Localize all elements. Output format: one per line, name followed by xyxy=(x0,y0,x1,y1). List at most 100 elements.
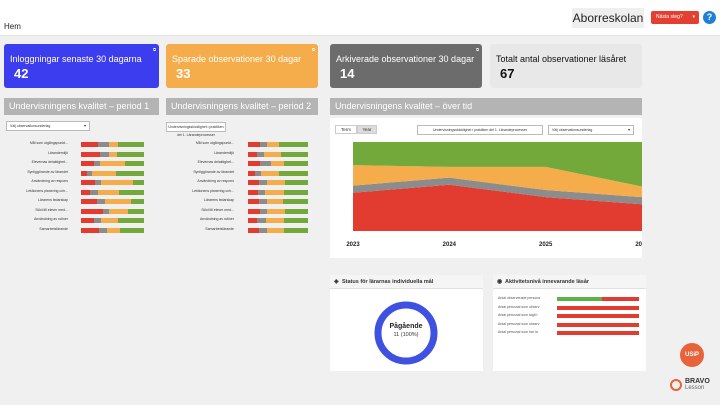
period1-select[interactable]: Välj observationsunderlag ▾ xyxy=(6,121,90,131)
row-label: Lärandemiljö xyxy=(213,150,234,155)
bar-segment xyxy=(98,142,110,147)
card-label: Sparade observationer 30 dagar xyxy=(172,54,302,64)
bar-segment xyxy=(81,199,97,204)
row-bar[interactable] xyxy=(81,170,144,176)
row-bar[interactable] xyxy=(248,151,308,157)
row-bar[interactable] xyxy=(248,142,308,147)
row-bar[interactable] xyxy=(81,189,144,195)
row-bar[interactable] xyxy=(81,180,144,185)
bar-segment xyxy=(282,199,308,204)
activity-bar[interactable] xyxy=(557,314,639,318)
row-bar[interactable] xyxy=(248,227,308,233)
bar-segment xyxy=(267,180,286,185)
activity-bar[interactable] xyxy=(557,322,639,327)
usip-logo[interactable]: USiP xyxy=(680,343,704,367)
row-bar[interactable] xyxy=(81,227,144,233)
bar-segment xyxy=(81,142,98,147)
card-value: 42 xyxy=(14,66,29,81)
donut-track xyxy=(374,301,438,365)
row-bar[interactable] xyxy=(81,151,144,157)
activity-bar[interactable] xyxy=(557,331,639,335)
next-step-button[interactable]: Nästa steg? ▾ xyxy=(651,11,699,24)
activity-bar-red xyxy=(602,297,639,301)
x-tick-label: 2023 xyxy=(346,242,360,248)
bar-segment xyxy=(248,170,256,176)
bravo-subtitle: Lesson xyxy=(685,385,705,391)
row-bar[interactable] xyxy=(81,142,144,147)
row-bar[interactable] xyxy=(248,189,308,195)
bar-segment xyxy=(81,227,99,233)
row-label: Elevernas delaktighet... xyxy=(31,160,68,164)
card-total[interactable]: Totalt antal observationer läsåret 67 xyxy=(490,44,642,88)
activity-bar[interactable] xyxy=(557,297,639,301)
bar-segment xyxy=(248,142,260,147)
row-bar[interactable] xyxy=(81,161,144,166)
x-tick-label: 2025 xyxy=(539,242,553,248)
bar-segment xyxy=(118,189,144,195)
help-icon[interactable]: ? xyxy=(703,11,716,24)
year-button[interactable]: Year xyxy=(357,125,377,134)
bar-segment xyxy=(248,161,260,166)
bar-segment xyxy=(258,227,268,233)
overtime-select-basis[interactable]: Välj observationsunderlag ▾ xyxy=(548,125,634,135)
bar-segment xyxy=(117,142,144,147)
activity-bar[interactable] xyxy=(557,305,639,310)
activity-title: Aktivitetsnivå innevarande läsår xyxy=(505,279,590,285)
external-link-icon: ⧉ xyxy=(153,47,156,52)
period2-select[interactable]: Undervisningsskicklighet i praktiken del… xyxy=(166,122,226,137)
bar-segment xyxy=(255,170,262,176)
chevron-down-icon: ▾ xyxy=(692,14,695,20)
row-label: Lärandemiljö xyxy=(47,150,68,155)
bar-segment xyxy=(248,227,259,233)
row-bar[interactable] xyxy=(248,208,308,214)
external-link-icon: ⧉ xyxy=(476,47,479,52)
term-button[interactable]: Term xyxy=(335,125,357,134)
bravo-title: BRAVO xyxy=(685,378,710,385)
activity-label: Antal personal som observ xyxy=(498,321,540,326)
bar-segment xyxy=(257,218,266,223)
card-label: Arkiverade observationer 30 dagar xyxy=(336,54,475,64)
card-archived[interactable]: Arkiverade observationer 30 dagar 14 ⧉ xyxy=(330,44,482,88)
bar-segment xyxy=(267,199,283,204)
next-step-label: Nästa steg? xyxy=(656,14,683,20)
row-bar[interactable] xyxy=(81,218,144,223)
bar-segment xyxy=(285,208,308,214)
row-label: Samarbetslärande xyxy=(205,226,234,231)
period1-header: Undervisningens kvalitet – period 1 xyxy=(4,98,159,115)
bar-segment xyxy=(81,180,95,185)
bar-segment xyxy=(97,189,119,195)
row-bar[interactable] xyxy=(248,180,308,185)
area-series-3[interactable] xyxy=(353,142,642,187)
home-link[interactable]: Hem xyxy=(4,22,21,31)
bar-segment xyxy=(260,142,268,147)
overtime-select-process[interactable]: Undervisningsskicklighet i praktiken del… xyxy=(417,125,543,135)
bar-segment xyxy=(128,208,144,214)
card-saved[interactable]: Sparade observationer 30 dagar 33 ⧉ xyxy=(166,44,318,88)
area-series-0[interactable] xyxy=(353,184,642,231)
activity-bar-red xyxy=(557,322,639,327)
row-label: Stöd till elever med... xyxy=(35,207,68,212)
row-bar[interactable] xyxy=(248,199,308,204)
school-name: Aborreskolan xyxy=(572,8,644,28)
bar-segment xyxy=(107,227,121,233)
row-bar[interactable] xyxy=(81,208,144,214)
row-bar[interactable] xyxy=(81,199,144,204)
row-bar[interactable] xyxy=(248,218,308,223)
row-label: Synliggörande av lärandet xyxy=(27,169,68,174)
external-link-icon: ⧉ xyxy=(312,47,315,52)
bar-segment xyxy=(104,199,132,204)
bar-segment xyxy=(283,189,308,195)
bar-segment xyxy=(96,199,105,204)
row-bar[interactable] xyxy=(248,161,308,166)
area-series-2[interactable] xyxy=(353,165,642,198)
bar-segment xyxy=(260,208,268,214)
card-value: 67 xyxy=(500,66,515,81)
row-bar[interactable] xyxy=(248,170,308,176)
bar-segment xyxy=(98,227,108,233)
bar-segment xyxy=(90,189,98,195)
bar-segment xyxy=(248,218,257,223)
card-logins[interactable]: Inloggningar senaste 30 dagarna 42 ⧉ xyxy=(4,44,159,88)
card-value: 33 xyxy=(176,66,191,81)
area-series-1[interactable] xyxy=(353,177,642,205)
bar-segment xyxy=(87,170,93,176)
